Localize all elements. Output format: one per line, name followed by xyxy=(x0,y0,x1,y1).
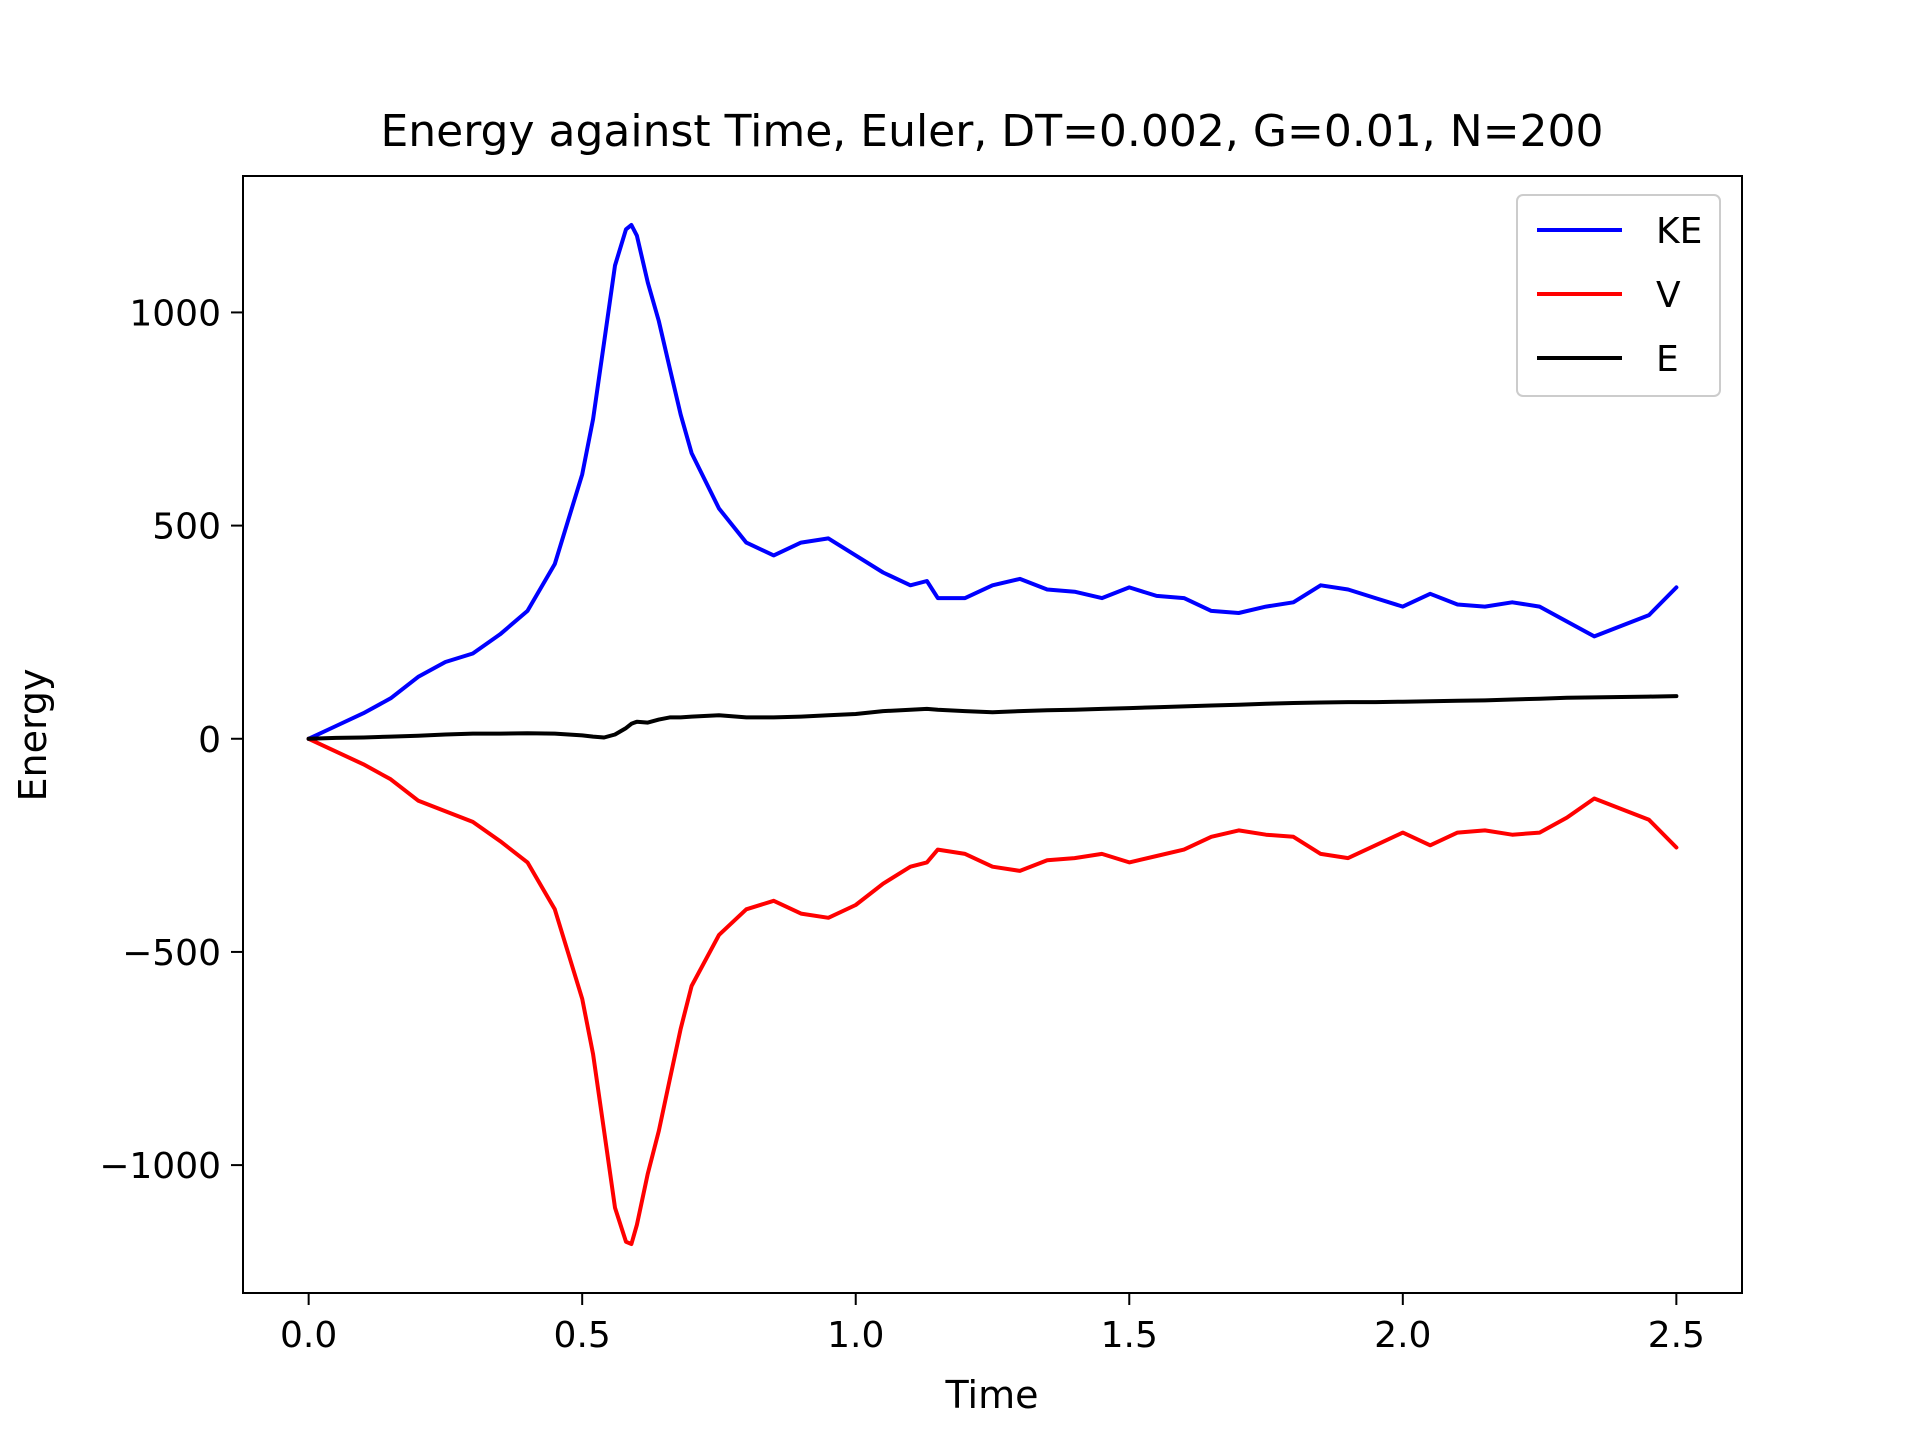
legend-label-ke: KE xyxy=(1656,211,1702,252)
series-layer xyxy=(306,223,1679,1246)
series-line-e xyxy=(306,694,1679,741)
legend-label-v: V xyxy=(1656,275,1681,316)
y-tick-label: 500 xyxy=(152,507,221,548)
chart-title: Energy against Time, Euler, DT=0.002, G=… xyxy=(380,106,1603,157)
x-tick-label: 1.5 xyxy=(1101,1315,1158,1356)
y-tick-label: −1000 xyxy=(99,1146,221,1187)
ticks-layer: 0.0 0.5 1.0 1.5 2.0 2.5 1000 500 0 −500 −1000 xyxy=(99,293,1705,1356)
x-tick-label: 2.5 xyxy=(1648,1315,1705,1356)
y-tick-label: −500 xyxy=(122,933,221,974)
x-tick-label: 0.5 xyxy=(554,1315,611,1356)
x-tick-label: 2.0 xyxy=(1374,1315,1431,1356)
y-tick-label: 1000 xyxy=(129,293,221,334)
x-axis-label: Time xyxy=(945,1373,1039,1417)
legend-entries: KE VE xyxy=(1537,211,1702,380)
x-tick-label: 1.0 xyxy=(827,1315,884,1356)
series-line-ke xyxy=(306,223,1679,741)
y-tick-label: 0 xyxy=(198,720,221,761)
x-tick-label: 0.0 xyxy=(280,1315,337,1356)
legend-label-e: E xyxy=(1656,339,1679,380)
legend: KE VE xyxy=(1516,194,1721,397)
series-line-v xyxy=(306,736,1679,1246)
plot-frame xyxy=(242,175,1743,1294)
y-axis-label: Energy xyxy=(11,668,55,801)
